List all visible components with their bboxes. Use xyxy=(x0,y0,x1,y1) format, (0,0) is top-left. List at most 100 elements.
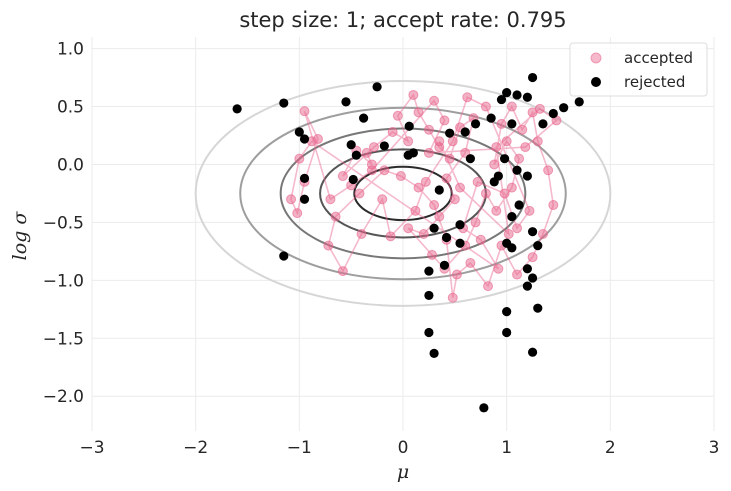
accepted-point xyxy=(330,211,341,222)
rejected-point xyxy=(346,140,356,150)
rejected-point xyxy=(341,97,351,107)
accepted-point xyxy=(475,234,486,245)
accepted-point xyxy=(323,240,334,251)
accepted-point xyxy=(403,136,414,147)
rejected-point xyxy=(439,260,450,270)
accepted-point xyxy=(447,292,458,303)
accepted-point xyxy=(392,110,403,121)
accepted-point xyxy=(472,176,483,187)
accepted-point xyxy=(387,127,398,138)
accepted-point xyxy=(377,194,388,205)
accepted-point xyxy=(395,171,406,182)
accepted-point xyxy=(506,182,517,193)
rejected-point xyxy=(445,128,455,138)
rejected-point xyxy=(527,227,538,237)
accepted-point xyxy=(439,115,450,126)
accepted-point xyxy=(527,252,538,263)
accepted-point xyxy=(480,188,491,199)
rejected-point xyxy=(522,264,533,274)
rejected-point xyxy=(502,88,512,98)
accepted-point xyxy=(501,136,512,147)
accepted-point xyxy=(413,182,424,193)
rejected-point xyxy=(404,121,414,131)
accepted-point xyxy=(366,165,377,176)
accepted-point xyxy=(354,188,365,199)
rejected-point xyxy=(522,171,533,181)
rejected-point xyxy=(434,185,444,195)
rejected-point xyxy=(299,194,310,204)
rejected-point xyxy=(299,134,310,144)
accepted-point xyxy=(491,142,502,153)
x-tick-label: −2 xyxy=(183,438,208,458)
rejected-point xyxy=(548,108,558,119)
accepted-point xyxy=(496,118,507,129)
accepted-point xyxy=(470,217,481,228)
x-axis-label: μ xyxy=(397,461,409,483)
accepted-point xyxy=(447,136,458,147)
accepted-point xyxy=(512,269,523,280)
accepted-point xyxy=(418,229,429,239)
rejected-point xyxy=(507,243,517,253)
accepted-point xyxy=(455,182,466,193)
rejected-point xyxy=(429,223,439,233)
rejected-point xyxy=(522,92,533,102)
y-tick-label: −0.5 xyxy=(43,213,84,233)
rejected-point xyxy=(279,98,289,108)
tick-labels: −3 −2 −1 0 1 2 3 −2.0 −1.5 −1.0 −0.5 0.0 0.5 1.0 xyxy=(43,40,720,458)
accepted-point xyxy=(524,205,535,216)
rejected-point xyxy=(527,347,538,357)
rejected-point xyxy=(522,281,533,291)
accepted-point xyxy=(423,147,434,158)
rejected-point xyxy=(527,72,538,83)
grid-lines xyxy=(91,37,715,431)
legend-marker-rejected xyxy=(591,77,601,87)
accepted-point xyxy=(520,142,531,153)
accepted-point xyxy=(337,171,348,182)
rejected-point xyxy=(232,104,242,114)
accepted-point xyxy=(451,269,462,280)
rejected-point xyxy=(408,148,418,158)
accepted-point xyxy=(441,173,452,184)
accepted-point xyxy=(299,106,310,117)
legend: accepted rejected xyxy=(569,42,708,97)
rejected-point xyxy=(499,154,510,164)
rejected-point xyxy=(512,165,522,175)
rejected-point xyxy=(455,238,465,248)
rejected-point xyxy=(538,119,548,129)
y-axis-label: log σ xyxy=(9,211,31,261)
x-tick-label: −3 xyxy=(79,438,104,458)
rejected-point xyxy=(424,266,434,276)
contour-ellipse xyxy=(279,127,527,260)
accepted-point xyxy=(312,133,323,144)
accepted-point xyxy=(294,153,305,164)
legend-label-accepted: accepted xyxy=(624,49,693,67)
rejected-point xyxy=(429,348,439,358)
accepted-point xyxy=(444,153,455,164)
accepted-point xyxy=(548,200,559,211)
accepted-point xyxy=(408,89,419,100)
density-contours xyxy=(194,80,612,307)
contour-ellipse xyxy=(194,80,612,307)
rejected-point xyxy=(507,119,517,129)
accepted-point xyxy=(361,147,372,158)
rejected-point xyxy=(424,327,434,338)
accepted-point xyxy=(460,147,471,158)
rejected-point xyxy=(351,150,361,160)
rejected-point xyxy=(512,90,522,100)
rejected-point xyxy=(489,177,499,187)
accepted-point xyxy=(403,223,414,234)
rejected-point xyxy=(299,173,310,183)
y-tick-label: −1.0 xyxy=(43,271,84,291)
accepted-point xyxy=(499,188,510,199)
accepted-point xyxy=(449,194,460,205)
rejected-point xyxy=(486,113,496,123)
rejected-point xyxy=(348,174,358,185)
contour-ellipse xyxy=(239,106,567,281)
rejected-point xyxy=(279,251,289,261)
accepted-point xyxy=(514,153,525,164)
rejected-point xyxy=(465,154,475,164)
accepted-point xyxy=(379,165,390,176)
rejected-point xyxy=(514,200,524,210)
accepted-point xyxy=(462,92,473,103)
